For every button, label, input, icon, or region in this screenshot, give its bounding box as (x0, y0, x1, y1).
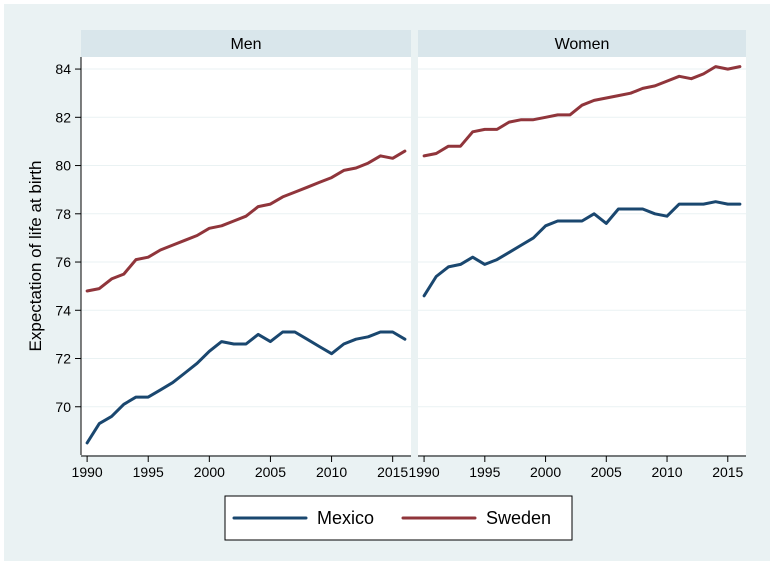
panel-title-women: Women (555, 36, 610, 53)
plot-area-men (81, 57, 411, 455)
series-line-men-mexico (85, 330, 407, 445)
x-tick-label-women-1990: 1990 (408, 464, 439, 480)
x-tick-label-women-2000: 2000 (530, 464, 561, 480)
x-tick-label-women-2005: 2005 (591, 464, 622, 480)
panel-title-men: Men (230, 36, 261, 53)
x-tick-label-men-2010: 2010 (316, 464, 347, 480)
x-tick-label-men-2000: 2000 (194, 464, 225, 480)
y-tick-label-84: 84 (55, 61, 71, 77)
series-line-men-sweden (85, 149, 407, 293)
y-tick-label-78: 78 (55, 206, 71, 222)
series-line-women-mexico (422, 200, 742, 298)
x-tick-label-men-1990: 1990 (72, 464, 103, 480)
x-tick-label-women-1995: 1995 (469, 464, 500, 480)
y-tick-label-80: 80 (55, 158, 71, 174)
panel-header-women (418, 30, 746, 57)
y-tick-label-74: 74 (55, 302, 71, 318)
panel-header-men (81, 30, 411, 57)
legend-label-mexico: Mexico (317, 508, 374, 528)
x-tick-label-men-2015: 2015 (377, 464, 408, 480)
plot-area-women (418, 57, 746, 455)
series-line-women-sweden (422, 65, 742, 158)
legend-label-sweden: Sweden (486, 508, 551, 528)
x-tick-label-men-1995: 1995 (133, 464, 164, 480)
y-tick-label-82: 82 (55, 109, 71, 125)
y-tick-label-70: 70 (55, 399, 71, 415)
y-tick-label-72: 72 (55, 351, 71, 367)
x-tick-label-men-2005: 2005 (255, 464, 286, 480)
x-tick-label-women-2010: 2010 (651, 464, 682, 480)
y-axis-label: Expectation of life at birth (26, 161, 45, 352)
x-tick-label-women-2015: 2015 (712, 464, 743, 480)
y-tick-label-76: 76 (55, 254, 71, 270)
